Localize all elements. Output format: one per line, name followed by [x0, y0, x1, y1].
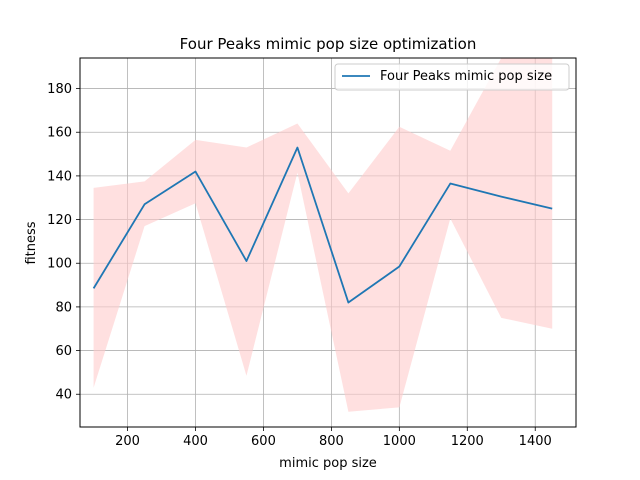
chart-title: Four Peaks mimic pop size optimization — [180, 35, 477, 53]
y-tick-label: 160 — [47, 126, 72, 141]
y-tick-label: 120 — [47, 213, 72, 228]
legend-label: Four Peaks mimic pop size — [380, 69, 552, 84]
x-axis-ticks: 200 400 600 800 1000 1200 1400 — [115, 427, 552, 449]
y-tick-label: 60 — [55, 344, 72, 359]
y-tick-label: 140 — [47, 169, 72, 184]
y-tick-label: 80 — [55, 300, 72, 315]
series-line — [92, 146, 553, 304]
y-axis-ticks: 40 60 80 100 120 140 160 180 — [47, 82, 80, 403]
y-tick-label: 40 — [55, 388, 72, 403]
y-tick-label: 180 — [47, 82, 72, 97]
x-tick-label: 200 — [115, 434, 140, 449]
x-tick-label: 1200 — [451, 434, 484, 449]
y-axis-label: fitness — [24, 221, 39, 264]
plot-frame — [79, 57, 577, 428]
y-tick-label: 100 — [47, 257, 72, 272]
x-axis-label: mimic pop size — [279, 456, 377, 471]
x-tick-label: 400 — [183, 434, 208, 449]
x-tick-label: 800 — [319, 434, 344, 449]
x-tick-label: 600 — [251, 434, 276, 449]
legend: Four Peaks mimic pop size — [334, 63, 570, 91]
confidence-band — [93, 58, 553, 412]
legend-box — [334, 63, 570, 91]
x-tick-label: 1000 — [383, 434, 416, 449]
x-tick-label: 1400 — [519, 434, 552, 449]
